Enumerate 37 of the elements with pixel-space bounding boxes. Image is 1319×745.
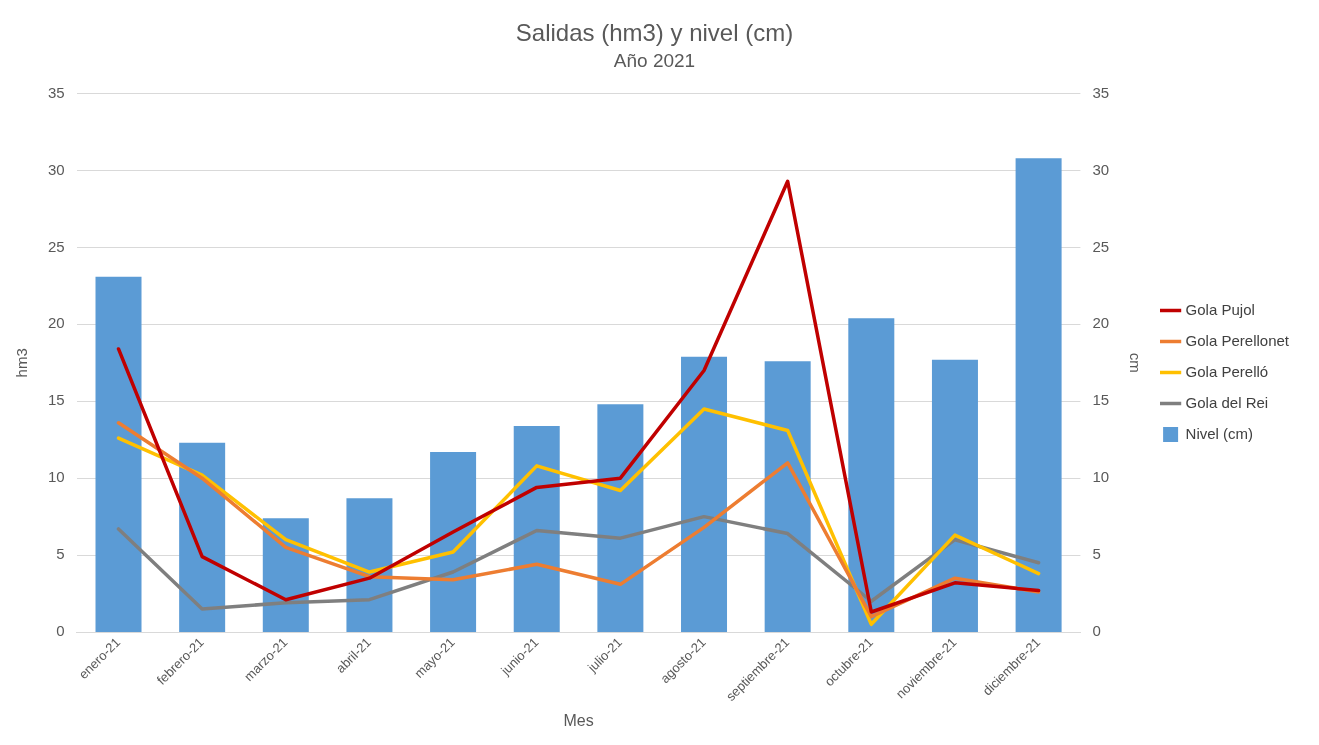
y2-tick-label: 35	[1092, 83, 1110, 101]
y-tick-label: 15	[48, 391, 65, 409]
chart-subtitle: Año 2021	[613, 50, 696, 72]
legend-label: Gola Perelló	[1185, 362, 1269, 380]
bar	[764, 361, 811, 633]
y2-tick-label: 15	[1092, 391, 1110, 409]
bar	[597, 404, 644, 633]
y2-tick-label: 0	[1092, 622, 1101, 640]
legend-label: Gola Perellonet	[1185, 331, 1290, 349]
y-tick-label: 0	[56, 622, 65, 640]
chart-title: Salidas (hm3) y nivel (cm)	[515, 19, 794, 47]
y-tick-label: 30	[48, 160, 65, 178]
y-tick-label: 20	[48, 314, 65, 332]
legend-label: Gola del Rei	[1185, 393, 1269, 411]
bar	[848, 318, 895, 633]
y-tick-label: 10	[48, 468, 65, 486]
y2-tick-label: 10	[1092, 468, 1110, 486]
y-tick-label: 5	[56, 545, 65, 563]
y2-tick-label: 30	[1092, 160, 1110, 178]
bar	[430, 452, 477, 633]
y2-tick-label: 25	[1092, 237, 1110, 255]
bar	[95, 276, 142, 633]
bar	[179, 442, 226, 633]
x-axis-title: Mes	[563, 711, 594, 729]
bar	[513, 425, 560, 633]
y2-tick-label: 5	[1092, 545, 1101, 563]
y-tick-label: 25	[48, 237, 65, 255]
legend-label: Gola Pujol	[1185, 300, 1255, 318]
bar	[931, 359, 978, 633]
y-tick-label: 35	[48, 83, 65, 101]
bar	[681, 356, 728, 633]
bar	[346, 498, 393, 633]
y-axis-title: hm3	[13, 348, 31, 378]
y2-tick-label: 20	[1092, 314, 1110, 332]
y2-axis-title: cm	[1126, 352, 1144, 373]
bar	[1015, 158, 1062, 633]
legend-label: Nivel (cm)	[1185, 424, 1254, 442]
